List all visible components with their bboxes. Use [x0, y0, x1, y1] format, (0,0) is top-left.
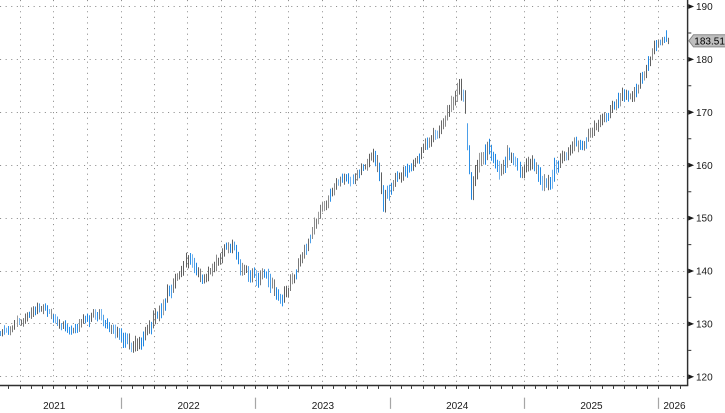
svg-text:2026: 2026 — [663, 401, 686, 412]
svg-text:2024: 2024 — [446, 401, 469, 412]
svg-text:120: 120 — [696, 372, 713, 383]
svg-text:190: 190 — [696, 2, 713, 13]
svg-text:2025: 2025 — [580, 401, 603, 412]
svg-text:180: 180 — [696, 55, 713, 66]
svg-text:2021: 2021 — [43, 401, 66, 412]
svg-text:150: 150 — [696, 214, 713, 225]
svg-text:183.51: 183.51 — [694, 36, 725, 47]
svg-text:140: 140 — [696, 267, 713, 278]
svg-text:2022: 2022 — [177, 401, 200, 412]
svg-text:130: 130 — [696, 320, 713, 331]
svg-text:2023: 2023 — [312, 401, 335, 412]
svg-text:160: 160 — [696, 161, 713, 172]
svg-text:170: 170 — [696, 108, 713, 119]
